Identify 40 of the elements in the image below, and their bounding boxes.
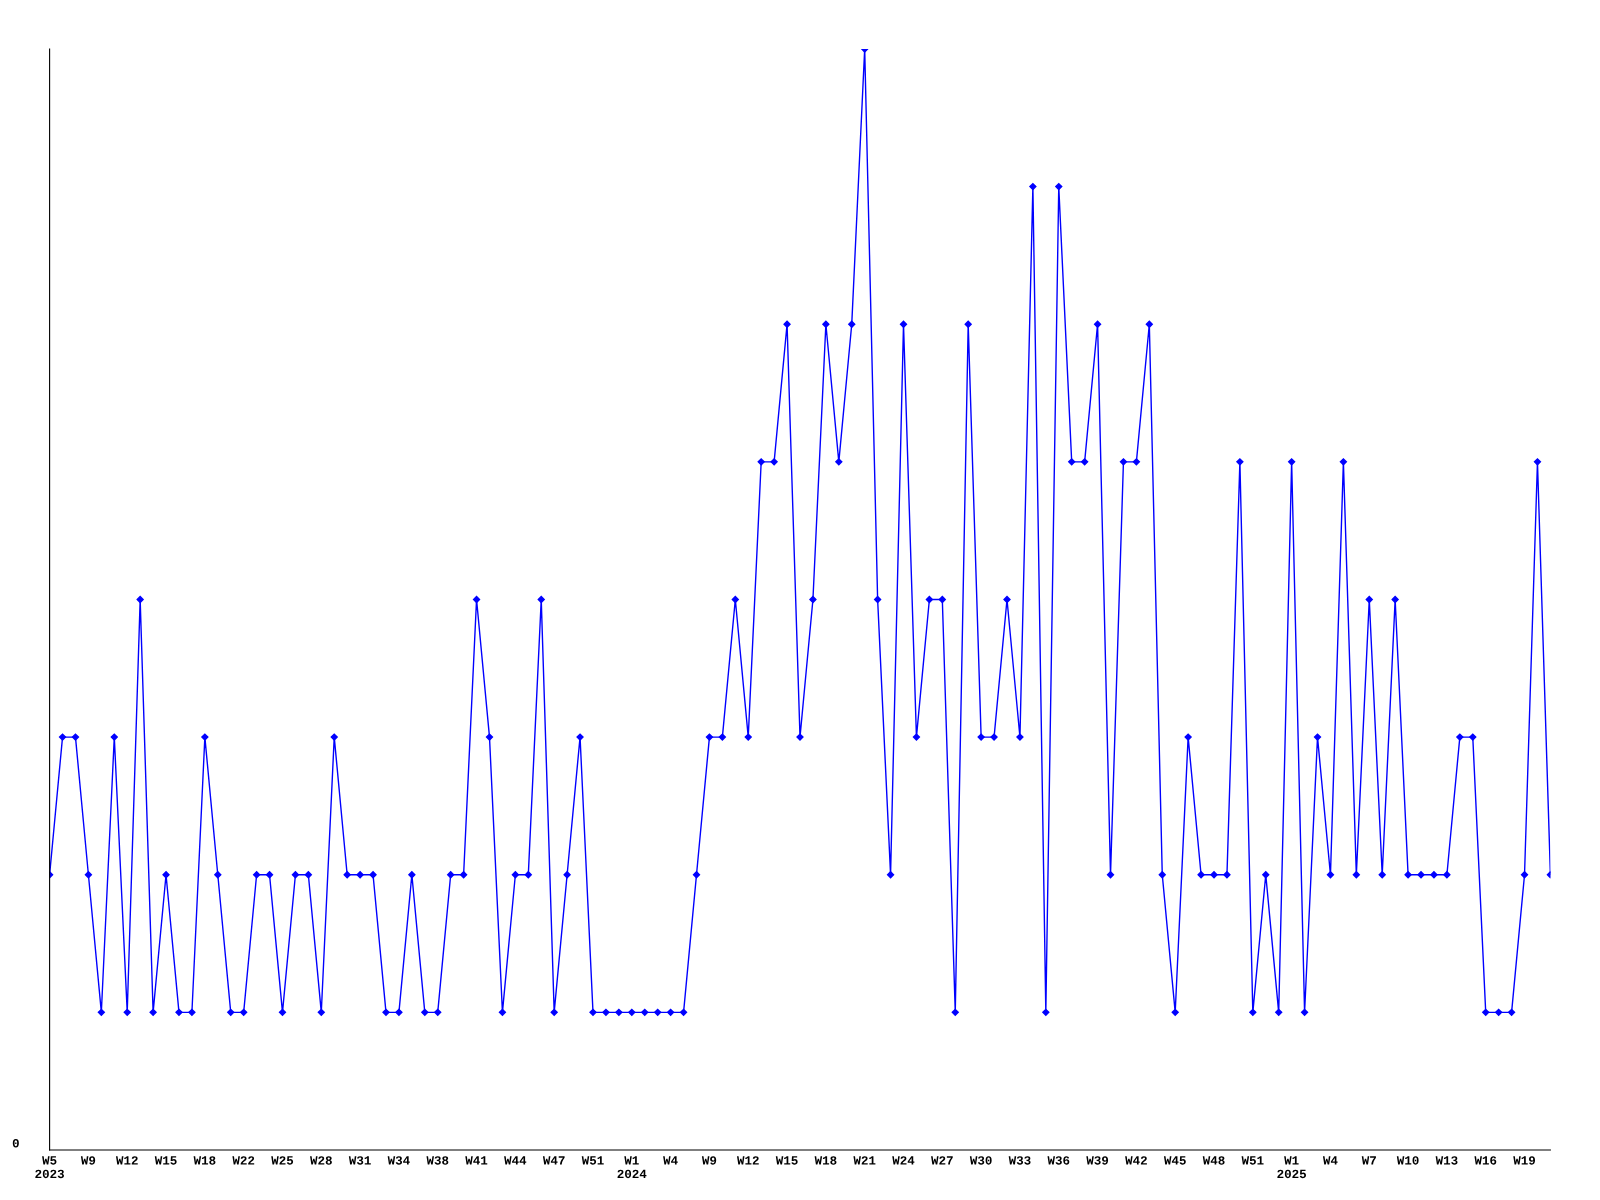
text: 0 xyxy=(12,1139,19,1148)
x-tick-label: W34 xyxy=(387,1156,410,1165)
x-tick-label: W30 xyxy=(969,1156,992,1165)
x-tick-label: W38 xyxy=(426,1156,449,1165)
x-tick-label: W48 xyxy=(1202,1156,1225,1165)
x-tick-label: W33 xyxy=(1008,1156,1031,1165)
x-tick-label: W47 xyxy=(542,1156,565,1165)
x-tick-label: W18 xyxy=(193,1156,216,1165)
x-tick-label: W42 xyxy=(1125,1156,1147,1165)
x-tick-label: W15 xyxy=(775,1156,798,1165)
x-tick-label: W25 xyxy=(271,1156,294,1165)
x-tick-label: W21 xyxy=(853,1156,876,1165)
x-tick-label: W15 xyxy=(154,1156,177,1165)
x-tick-label: W1 2024 xyxy=(617,1156,647,1179)
x-tick-label: W51 xyxy=(581,1156,604,1165)
x-tick-label: W4 xyxy=(1322,1156,1338,1165)
x-tick-label: W9 xyxy=(80,1156,96,1165)
x-tick-label: W36 xyxy=(1047,1156,1070,1165)
x-tick-label: W12 xyxy=(115,1156,138,1165)
x-tick-label: W24 xyxy=(892,1156,915,1165)
x-tick-label: W16 xyxy=(1474,1156,1497,1165)
x-tick-label: W19 xyxy=(1513,1156,1536,1165)
x-tick-label: W28 xyxy=(310,1156,332,1165)
x-tick-label: W22 xyxy=(232,1156,255,1165)
x-tick-label: W9 xyxy=(701,1156,717,1165)
x-tick-label: W51 xyxy=(1241,1156,1264,1165)
x-tick-label: W1 2025 xyxy=(1277,1156,1306,1179)
x-tick-label: W45 xyxy=(1163,1156,1186,1165)
x-tick-label: W18 xyxy=(814,1156,837,1165)
x-tick-label: W5 2023 xyxy=(35,1156,64,1179)
x-tick-label: W44 xyxy=(504,1156,527,1165)
x-tick-label: W39 xyxy=(1086,1156,1109,1165)
x-tick-label: W7 xyxy=(1361,1156,1376,1165)
x-tick-label: W41 xyxy=(465,1156,488,1165)
x-tick-label: W12 xyxy=(737,1156,759,1165)
x-tick-label: W4 xyxy=(663,1156,678,1165)
x-tick-label: W13 xyxy=(1435,1156,1458,1165)
x-tick-label: W10 xyxy=(1396,1156,1419,1165)
x-tick-label: W27 xyxy=(931,1156,953,1165)
x-tick-label: W31 xyxy=(348,1156,371,1165)
